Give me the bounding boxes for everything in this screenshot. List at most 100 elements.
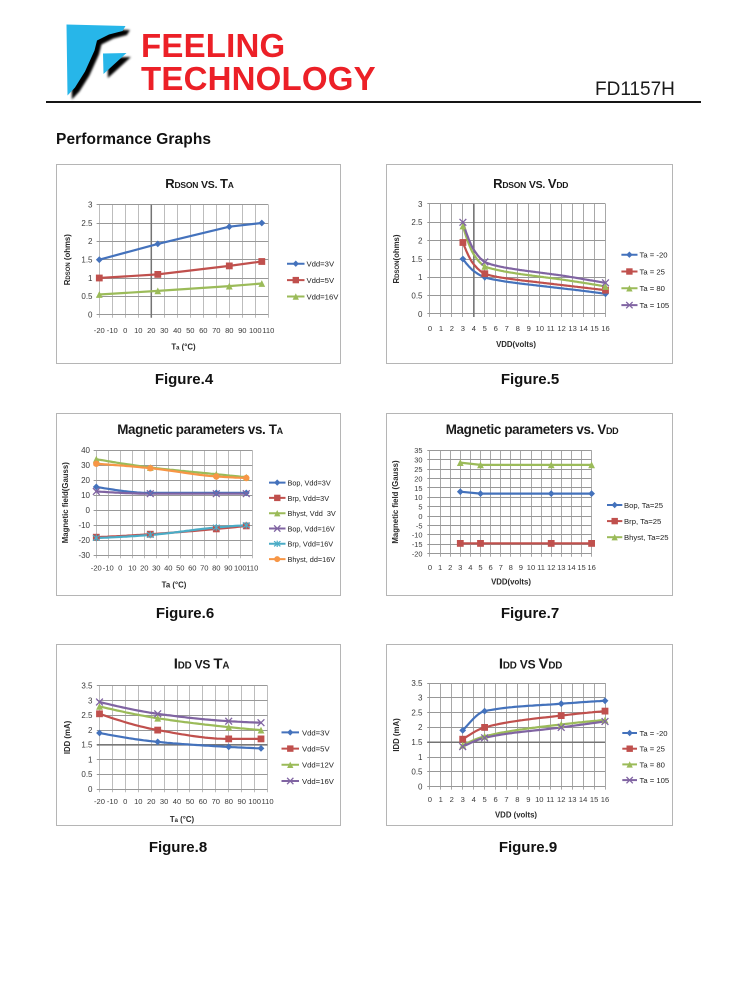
svg-text:15: 15 [577,563,585,572]
svg-text:15: 15 [590,324,598,333]
svg-text:110: 110 [261,797,273,806]
svg-text:15: 15 [590,795,598,804]
svg-text:Magnetic parameters vs. VDD: Magnetic parameters vs. VDD [446,422,619,437]
svg-text:0: 0 [428,324,432,333]
svg-text:1: 1 [438,563,442,572]
svg-text:0: 0 [428,795,432,804]
svg-text:0: 0 [123,326,127,335]
svg-text:70: 70 [212,326,220,335]
svg-text:0: 0 [418,310,423,319]
svg-text:100: 100 [249,326,262,335]
svg-text:Magnetic parameters vs. TA: Magnetic parameters vs. TA [117,422,283,437]
svg-text:11: 11 [537,563,545,572]
svg-text:2.5: 2.5 [411,218,423,227]
svg-text:5: 5 [478,563,482,572]
svg-text:Bhyst, Ta=25: Bhyst, Ta=25 [624,533,669,542]
svg-text:3.5: 3.5 [81,682,93,691]
svg-text:10: 10 [527,563,535,572]
svg-text:2.5: 2.5 [81,711,93,720]
svg-text:3.5: 3.5 [411,679,423,688]
svg-text:1: 1 [88,274,93,283]
svg-text:8: 8 [515,795,519,804]
svg-text:0: 0 [418,782,423,791]
svg-text:RDSON VS. TA: RDSON VS. TA [165,176,233,191]
svg-text:0: 0 [118,564,122,573]
svg-text:2.5: 2.5 [81,219,93,228]
svg-text:110: 110 [262,326,274,335]
svg-text:10: 10 [81,491,90,500]
svg-text:9: 9 [519,563,523,572]
svg-text:13: 13 [557,563,565,572]
svg-text:100: 100 [248,797,261,806]
svg-text:5: 5 [482,795,486,804]
svg-text:3: 3 [458,563,462,572]
svg-text:-10: -10 [78,521,90,530]
svg-text:VDD(volts): VDD(volts) [491,578,531,587]
svg-text:20: 20 [147,326,155,335]
svg-text:60: 60 [188,564,196,573]
svg-text:90: 90 [237,797,245,806]
svg-text:3: 3 [88,201,93,210]
svg-text:3: 3 [461,324,465,333]
svg-text:10: 10 [134,326,142,335]
svg-text:3: 3 [418,200,423,209]
svg-text:5: 5 [418,503,422,512]
svg-text:Brp, Vdd=3V: Brp, Vdd=3V [288,494,330,503]
svg-text:20: 20 [81,476,90,485]
svg-text:1: 1 [439,324,443,333]
svg-text:-10: -10 [103,564,114,573]
svg-text:-30: -30 [78,551,90,560]
svg-text:0: 0 [123,797,127,806]
svg-text:2: 2 [450,324,454,333]
svg-text:-20: -20 [412,550,423,559]
svg-text:25: 25 [414,465,422,474]
svg-text:90: 90 [224,564,232,573]
svg-text:40: 40 [173,797,181,806]
svg-text:-20: -20 [94,797,105,806]
svg-text:Ta = 80: Ta = 80 [640,760,665,769]
svg-text:Ta = 25: Ta = 25 [640,745,665,754]
svg-text:2: 2 [88,726,93,735]
svg-text:80: 80 [225,326,233,335]
svg-text:Bop, Ta=25: Bop, Ta=25 [624,501,663,510]
svg-text:5: 5 [483,324,487,333]
svg-text:Ta = -20: Ta = -20 [640,729,668,738]
svg-text:2: 2 [88,237,93,246]
svg-text:Ta = 105: Ta = 105 [640,301,670,310]
svg-text:3: 3 [88,696,93,705]
svg-text:1: 1 [418,753,423,762]
svg-text:Magnetic field (Gauss): Magnetic field (Gauss) [391,460,400,544]
svg-text:12: 12 [557,324,565,333]
svg-text:IDD VS VDD: IDD VS VDD [499,656,562,673]
svg-text:-10: -10 [107,797,118,806]
svg-text:1.5: 1.5 [81,741,93,750]
svg-text:10: 10 [414,493,422,502]
svg-text:80: 80 [224,797,232,806]
svg-text:8: 8 [516,324,520,333]
svg-text:13: 13 [568,324,576,333]
svg-text:4: 4 [468,563,472,572]
svg-text:20: 20 [140,564,148,573]
svg-text:14: 14 [579,795,587,804]
svg-text:2: 2 [418,723,423,732]
svg-text:14: 14 [579,324,587,333]
svg-text:15: 15 [414,484,422,493]
svg-text:30: 30 [414,456,422,465]
svg-text:Ta (°C): Ta (°C) [162,581,187,590]
svg-text:IDD (mA): IDD (mA) [392,718,401,752]
svg-text:Brp, Vdd=16V: Brp, Vdd=16V [288,540,334,549]
svg-text:2: 2 [418,237,423,246]
svg-text:-20: -20 [94,326,105,335]
svg-text:20: 20 [147,797,155,806]
svg-text:Bop, Vdd=16V: Bop, Vdd=16V [288,524,335,533]
svg-text:1.5: 1.5 [411,738,423,747]
svg-text:13: 13 [568,795,576,804]
svg-text:40: 40 [81,446,90,455]
svg-text:RDSON (ohms): RDSON (ohms) [63,234,72,286]
svg-text:0.5: 0.5 [411,292,423,301]
svg-text:0.5: 0.5 [81,770,93,779]
svg-text:Brp, Ta=25: Brp, Ta=25 [624,517,661,526]
svg-text:2.5: 2.5 [411,708,423,717]
svg-text:9: 9 [526,795,530,804]
svg-text:4: 4 [472,795,476,804]
